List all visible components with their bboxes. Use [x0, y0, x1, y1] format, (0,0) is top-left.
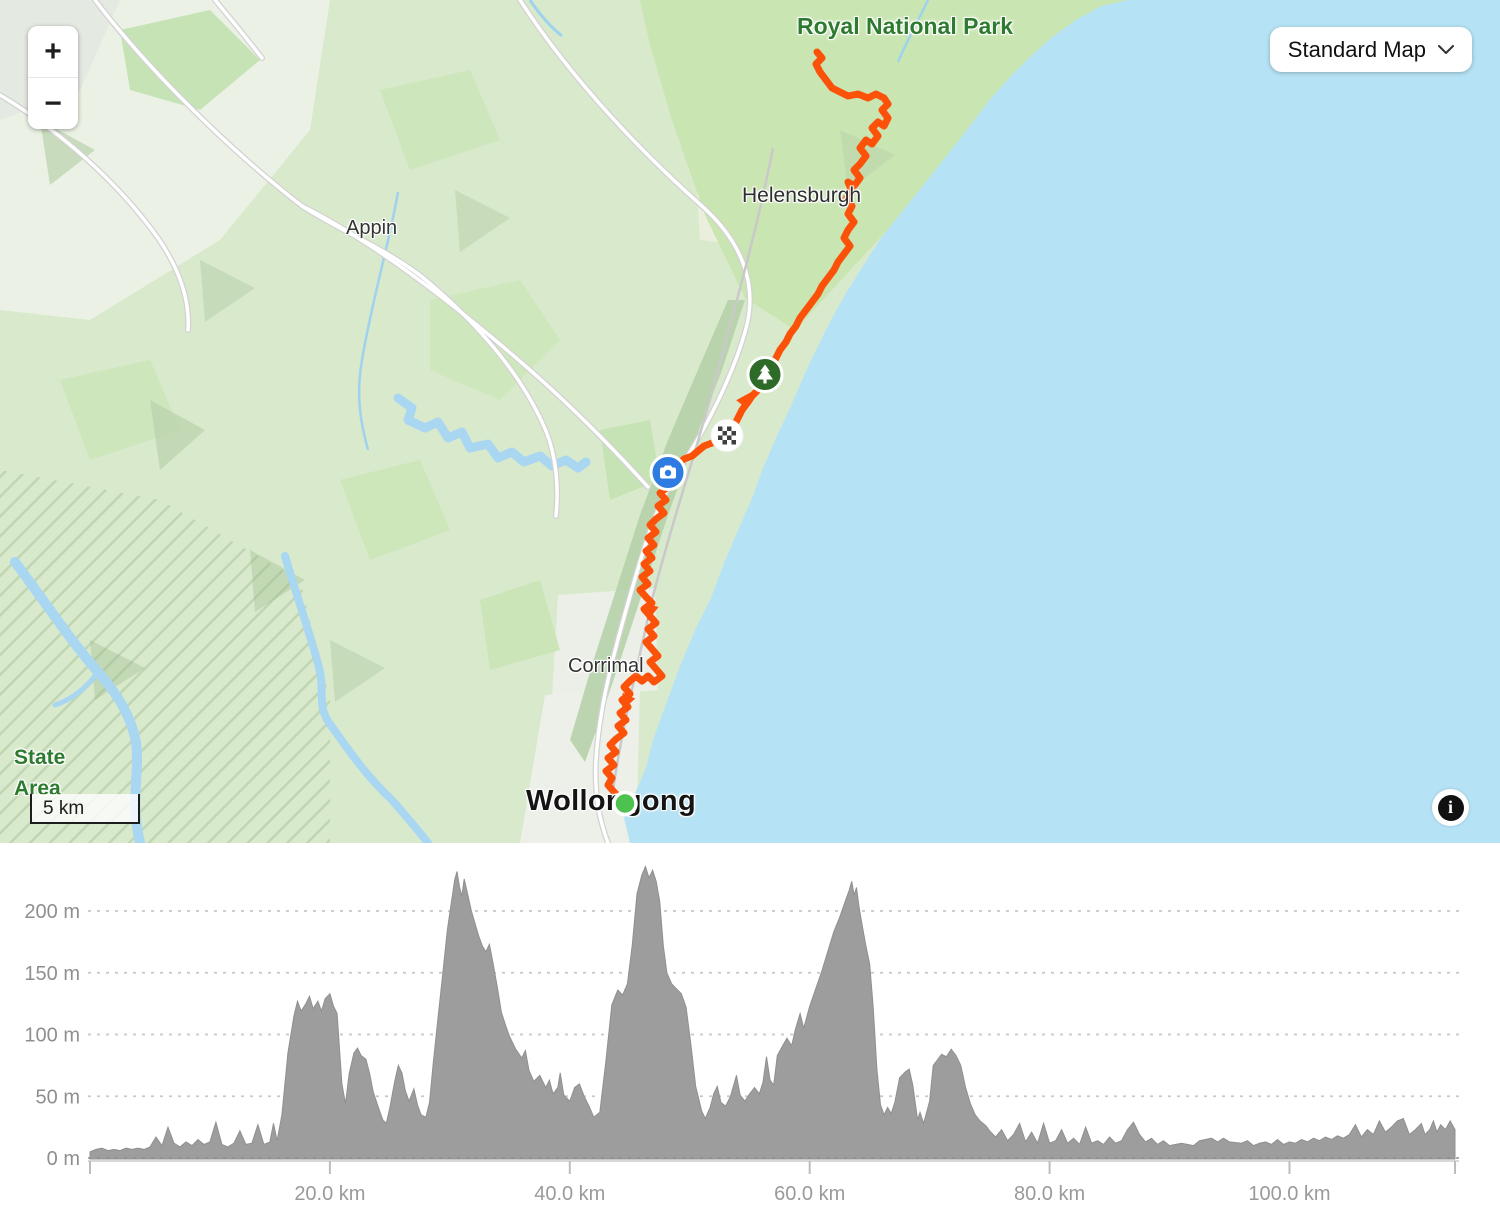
- ocean: [624, 0, 1500, 843]
- basemap-canvas: [0, 0, 1500, 843]
- zoom-control: + −: [28, 26, 78, 129]
- camera-marker[interactable]: [649, 454, 687, 497]
- chevron-down-icon: [1438, 44, 1454, 54]
- route-direction-arrows: [622, 391, 752, 711]
- label-helensburgh: Helensburgh: [742, 184, 862, 207]
- svg-text:0 m: 0 m: [47, 1148, 80, 1170]
- roads: [0, 0, 752, 843]
- svg-text:200 m: 200 m: [24, 901, 80, 923]
- finish-marker: [709, 418, 745, 459]
- label-wollongong: Wollongong: [526, 785, 696, 817]
- info-icon: i: [1447, 797, 1453, 817]
- tree-icon: [757, 364, 773, 384]
- railway-line: [611, 147, 775, 791]
- scale-bar: 5 km: [30, 794, 140, 824]
- svg-text:60.0 km: 60.0 km: [774, 1183, 845, 1205]
- info-button[interactable]: i: [1432, 789, 1469, 826]
- camera-icon: [660, 465, 676, 479]
- trailhead-marker: [746, 356, 784, 399]
- route-map[interactable]: Royal National Park Helensburgh Appin Co…: [0, 0, 1500, 843]
- zoom-in-button[interactable]: +: [28, 26, 78, 77]
- svg-text:40.0 km: 40.0 km: [534, 1183, 605, 1205]
- svg-text:150 m: 150 m: [24, 963, 80, 985]
- svg-text:80.0 km: 80.0 km: [1014, 1183, 1085, 1205]
- checkered-flag-icon: [718, 426, 736, 445]
- elevation-chart-canvas: 0 m 50 m 100 m 150 m 200 m 20.0 km 40.0 km 60.…: [24, 865, 1459, 1205]
- map-style-dropdown[interactable]: Standard Map: [1269, 27, 1472, 72]
- route-polyline: [602, 48, 892, 810]
- zoom-out-button[interactable]: −: [28, 78, 78, 129]
- zoom-divider: [28, 77, 78, 78]
- svg-text:100.0 km: 100.0 km: [1248, 1183, 1330, 1205]
- state-area-hatch: [0, 470, 330, 843]
- svg-text:50 m: 50 m: [36, 1086, 80, 1108]
- elevation-chart[interactable]: 0 m 50 m 100 m 150 m 200 m 20.0 km 40.0 km 60.…: [0, 843, 1500, 1217]
- label-corrimal: Corrimal: [568, 655, 644, 677]
- park-area: [640, 0, 1125, 330]
- start-marker: [610, 789, 640, 824]
- label-royal-national-park: Royal National Park: [796, 13, 1014, 39]
- label-state-line1: State: [14, 746, 66, 769]
- svg-text:100 m: 100 m: [24, 1025, 80, 1047]
- label-appin: Appin: [346, 217, 398, 239]
- svg-text:20.0 km: 20.0 km: [294, 1183, 365, 1205]
- map-style-label: Standard Map: [1287, 36, 1426, 62]
- scale-bar-label: 5 km: [43, 798, 85, 819]
